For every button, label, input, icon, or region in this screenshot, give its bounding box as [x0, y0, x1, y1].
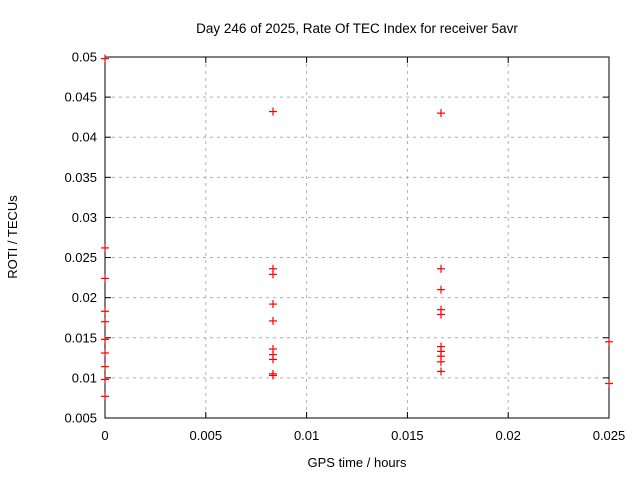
data-point-marker — [268, 316, 277, 325]
data-point-marker — [437, 285, 446, 294]
data-point-marker — [437, 357, 446, 366]
data-point-marker — [437, 310, 446, 319]
data-point-marker — [437, 109, 446, 118]
data-point-marker — [605, 337, 613, 346]
y-tick-label: 0.02 — [72, 290, 97, 305]
data-point-marker — [101, 243, 109, 252]
data-point-marker — [268, 107, 277, 116]
y-tick-labels: 0.005 0.01 0.015 0.02 0.025 0.03 0.035 0.04 0.04… — [64, 50, 97, 426]
y-tick-label: 0.01 — [72, 370, 97, 385]
y-axis-label: ROTI / TECUs — [5, 195, 20, 279]
axis-ticks — [104, 56, 610, 419]
data-point-marker — [101, 274, 109, 283]
x-tick-label: 0.025 — [593, 428, 626, 443]
y-tick-label: 0.05 — [72, 50, 97, 65]
y-tick-label: 0.045 — [64, 90, 97, 105]
data-point-marker — [101, 54, 109, 63]
x-tick-label: 0.005 — [190, 428, 223, 443]
y-tick-label: 0.04 — [72, 130, 97, 145]
data-point-marker — [268, 300, 277, 309]
y-tick-label: 0.025 — [64, 250, 97, 265]
x-tick-label: 0.01 — [294, 428, 319, 443]
data-points — [101, 54, 613, 401]
data-point-marker — [101, 362, 109, 371]
data-point-marker — [101, 317, 109, 326]
data-point-marker — [101, 375, 109, 384]
y-tick-label: 0.015 — [64, 330, 97, 345]
gridlines — [105, 57, 609, 418]
data-point-marker — [101, 392, 109, 401]
chart-title: Day 246 of 2025, Rate Of TEC Index for r… — [196, 21, 518, 36]
x-tick-labels: 0 0.005 0.01 0.015 0.02 0.025 — [101, 428, 625, 443]
plot-border — [104, 56, 610, 419]
data-point-marker — [605, 379, 613, 388]
data-point-marker — [101, 349, 109, 358]
data-point-marker — [268, 270, 277, 279]
x-tick-label: 0.015 — [391, 428, 424, 443]
data-point-marker — [268, 355, 277, 364]
y-tick-label: 0.005 — [64, 411, 97, 426]
data-point-marker — [101, 335, 109, 344]
x-tick-label: 0.02 — [496, 428, 521, 443]
y-tick-label: 0.035 — [64, 170, 97, 185]
x-tick-label: 0 — [101, 428, 108, 443]
data-point-marker — [268, 371, 277, 380]
data-point-marker — [437, 367, 446, 376]
data-point-marker — [101, 307, 109, 316]
y-tick-label: 0.03 — [72, 210, 97, 225]
data-point-marker — [437, 264, 446, 273]
x-axis-label: GPS time / hours — [308, 455, 407, 470]
